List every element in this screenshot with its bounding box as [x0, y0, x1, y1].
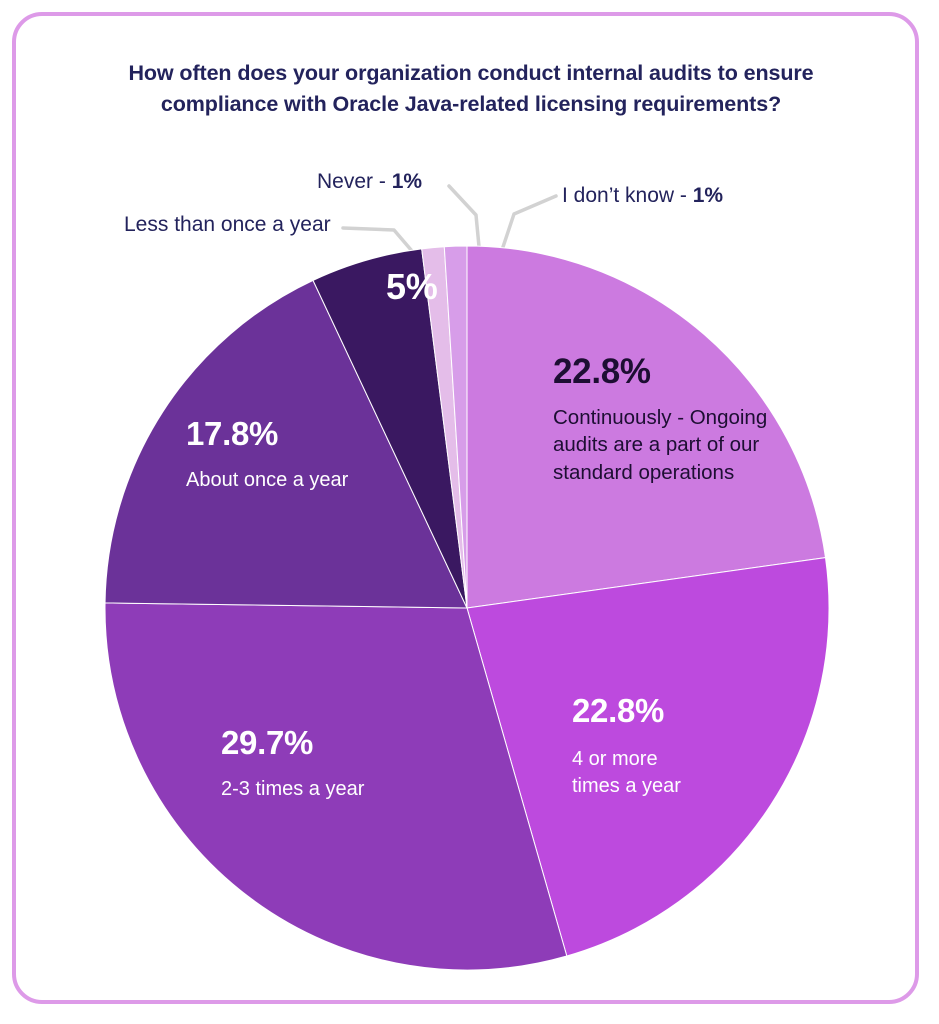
callout-dont-know-value: 1% [692, 184, 724, 207]
slice-label-less-than-once-pct: 5% [386, 266, 438, 307]
slice-label-continuously-desc: Continuously - Ongoing audits are a part… [553, 406, 768, 484]
pie-slice-about-once[interactable] [104, 279, 468, 609]
chart-title: How often does your organization conduct… [86, 58, 856, 120]
slice-label-continuously: 22.8% Continuously - Ongoing audits are … [553, 352, 768, 486]
callout-never: Never - 1% [317, 169, 422, 194]
slice-label-two-three: 29.7% 2-3 times a year [221, 724, 451, 803]
callout-never-separator: - [373, 170, 392, 193]
pie-slice-two-three[interactable] [104, 602, 568, 971]
slice-label-about-once-desc: About once a year [186, 469, 349, 491]
callout-less-than-once: Less than once a year [124, 212, 331, 237]
callout-dont-know-name: I don’t know [562, 184, 675, 207]
chart-title-line-2: compliance with Oracle Java-related lice… [160, 92, 782, 117]
leader-line-never [447, 184, 482, 259]
leader-line-dont-know [498, 194, 558, 258]
callout-never-value: 1% [391, 170, 423, 193]
slice-label-four-or-more-desc: 4 or more times a year [572, 748, 681, 797]
pie-slices [104, 245, 830, 971]
callout-never-name: Never [317, 170, 374, 193]
chart-title-line-1: How often does your organization conduct… [128, 61, 814, 85]
callout-dont-know-separator: - [674, 184, 693, 207]
callout-less-than-once-name: Less than once a year [124, 213, 331, 236]
slice-label-two-three-desc: 2-3 times a year [221, 778, 365, 800]
slice-label-about-once: 17.8% About once a year [186, 415, 406, 494]
slice-label-less-than-once: 5% [386, 266, 438, 308]
pie-slice-four-or-more[interactable] [466, 557, 830, 957]
slice-label-two-three-pct: 29.7% [221, 724, 314, 761]
callout-dont-know: I don’t know - 1% [562, 183, 723, 208]
slice-label-four-or-more-pct: 22.8% [572, 692, 665, 729]
slice-label-continuously-pct: 22.8% [553, 352, 651, 391]
slice-label-about-once-pct: 17.8% [186, 415, 279, 452]
pie-slice-continuously[interactable] [466, 245, 827, 609]
slice-label-four-or-more: 22.8% 4 or more times a year [572, 692, 762, 799]
pie-slice-dont-know[interactable] [443, 245, 468, 609]
